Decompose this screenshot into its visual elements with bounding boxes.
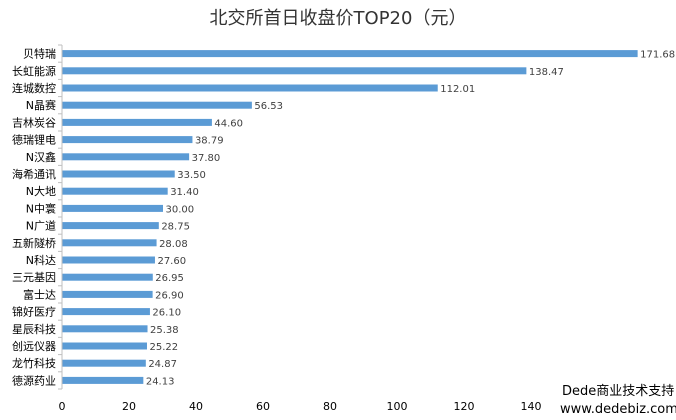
chart-title: 北交所首日收盘价TOP20（元）	[210, 8, 467, 29]
bar	[62, 118, 212, 126]
data-label: 25.38	[150, 325, 179, 336]
x-tick-label: 100	[387, 400, 408, 413]
category-label: N广道	[26, 219, 56, 233]
x-tick-label: 20	[122, 400, 136, 413]
bar	[62, 222, 159, 230]
bar	[62, 342, 147, 350]
bar	[62, 170, 175, 178]
data-label: 27.60	[157, 256, 186, 267]
category-label: 吉林炭谷	[12, 115, 56, 129]
category-label: N汉鑫	[26, 150, 56, 164]
bar	[62, 273, 153, 281]
category-label: 连城数控	[12, 81, 56, 95]
category-label: 锦好医疗	[12, 305, 56, 319]
bars-group: 贝特瑞 171.68 长虹能源 138.47 连城数控 112.01 N晶赛 56.53 吉林炭…	[12, 47, 675, 388]
bar	[62, 187, 168, 195]
data-label: 28.75	[161, 222, 190, 233]
category-label: 创远仪器	[12, 340, 56, 353]
x-tick-label: 80	[323, 400, 337, 413]
watermark-line2: www.dedebiz.com	[560, 402, 676, 417]
data-label: 31.40	[170, 187, 199, 198]
data-label: 33.50	[177, 170, 206, 181]
data-label: 30.00	[166, 204, 195, 215]
data-label: 26.10	[152, 308, 181, 319]
bar	[62, 50, 638, 58]
x-tick-label: 60	[256, 400, 270, 413]
x-tick-label: 120	[454, 400, 475, 413]
data-label: 171.68	[640, 50, 675, 61]
category-label: 三元基因	[12, 271, 56, 284]
data-label: 24.13	[146, 376, 175, 387]
data-label: 26.95	[155, 273, 184, 284]
bar	[62, 376, 144, 384]
bar	[62, 359, 146, 367]
x-tick-label: 0	[59, 400, 66, 413]
category-label: N中寰	[26, 201, 56, 215]
category-label: 德瑞锂电	[12, 133, 56, 147]
category-label: 贝特瑞	[23, 47, 56, 61]
bar	[62, 256, 155, 264]
data-label: 112.01	[440, 84, 475, 95]
x-tick-label: 140	[521, 400, 542, 413]
category-label: N晶赛	[26, 98, 56, 112]
x-axis: 0 20 40 60 80 100 120 140	[58, 44, 542, 413]
data-label: 28.08	[159, 239, 188, 250]
watermark-line1: Dede商业技术支持	[562, 384, 674, 399]
bar	[62, 325, 148, 333]
category-label: 海希通讯	[12, 167, 56, 181]
data-label: 56.53	[254, 101, 283, 112]
category-label: N科达	[26, 253, 56, 267]
bar	[62, 67, 527, 75]
category-label: 富士达	[23, 287, 56, 301]
bar	[62, 84, 438, 92]
bar	[62, 204, 163, 212]
data-label: 138.47	[529, 67, 564, 78]
category-label: 德源药业	[12, 373, 56, 387]
category-label: 龙竹科技	[12, 356, 56, 370]
bar	[62, 239, 157, 247]
category-label: 长虹能源	[12, 64, 56, 78]
data-label: 38.79	[195, 136, 224, 147]
data-label: 26.90	[155, 290, 184, 301]
data-label: 37.80	[192, 153, 221, 164]
bar	[62, 101, 252, 109]
category-label: 五新隧桥	[12, 236, 56, 250]
category-label: N大地	[26, 184, 56, 198]
bar	[62, 136, 193, 144]
x-tick-label: 40	[189, 400, 203, 413]
data-label: 24.87	[148, 359, 177, 370]
bar	[62, 290, 153, 298]
data-label: 44.60	[214, 118, 243, 129]
bar	[62, 153, 190, 161]
category-label: 星辰科技	[12, 322, 56, 336]
bar	[62, 308, 150, 316]
data-label: 25.22	[149, 342, 178, 353]
